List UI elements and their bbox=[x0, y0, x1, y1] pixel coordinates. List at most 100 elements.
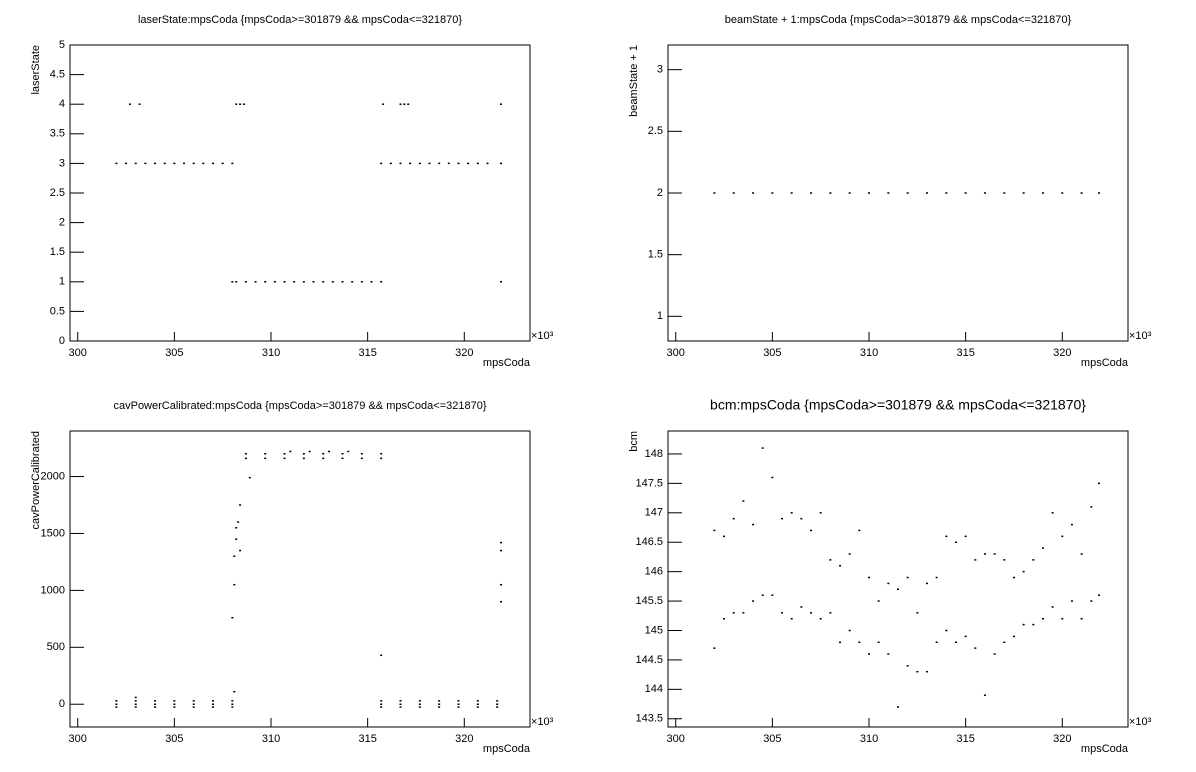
point bbox=[1003, 559, 1006, 561]
x-tick-label: 300 bbox=[69, 347, 87, 359]
point bbox=[389, 162, 392, 165]
point bbox=[289, 450, 292, 453]
y-tick-label: 146 bbox=[645, 566, 663, 578]
x-tick-label: 305 bbox=[165, 733, 183, 745]
point bbox=[231, 706, 234, 708]
point bbox=[906, 192, 909, 194]
x-tick-label: 320 bbox=[455, 347, 473, 359]
point bbox=[723, 617, 726, 620]
point bbox=[868, 653, 871, 655]
chart-title: bcm:mpsCoda {mpsCoda>=301879 && mpsCoda<… bbox=[710, 397, 1086, 413]
chart-title: cavPowerCalibrated:mpsCoda {mpsCoda>=301… bbox=[113, 400, 486, 412]
point bbox=[341, 281, 344, 283]
point bbox=[418, 700, 421, 702]
point bbox=[231, 616, 234, 619]
y-tick-label: 2.5 bbox=[50, 187, 65, 199]
y-tick-label: 3 bbox=[657, 64, 663, 76]
point bbox=[897, 706, 899, 708]
point bbox=[128, 103, 131, 105]
x-tick-label: 310 bbox=[860, 347, 878, 359]
point bbox=[1022, 570, 1025, 573]
point bbox=[351, 281, 354, 283]
point bbox=[283, 457, 286, 460]
point bbox=[993, 553, 996, 555]
plot-frame bbox=[667, 44, 1129, 342]
point bbox=[742, 612, 745, 614]
point bbox=[399, 706, 402, 708]
point bbox=[192, 706, 195, 708]
point bbox=[742, 500, 745, 502]
y-tick-label: 5 bbox=[59, 39, 65, 51]
point bbox=[380, 703, 383, 705]
point bbox=[868, 576, 871, 579]
point bbox=[312, 281, 315, 283]
point bbox=[163, 162, 166, 165]
point bbox=[244, 453, 247, 455]
point bbox=[935, 576, 938, 579]
point bbox=[829, 612, 832, 614]
point bbox=[1041, 617, 1044, 620]
point bbox=[380, 706, 383, 708]
point bbox=[935, 641, 938, 644]
x-tick-label: 310 bbox=[262, 347, 280, 359]
y-tick-label: 1 bbox=[657, 310, 663, 322]
point bbox=[173, 700, 176, 702]
point bbox=[428, 162, 431, 165]
point bbox=[1003, 192, 1006, 194]
y-tick-label: 144 bbox=[645, 683, 663, 695]
y-tick-label: 2 bbox=[657, 187, 663, 199]
point bbox=[829, 192, 832, 194]
x-tick-label: 310 bbox=[860, 733, 878, 745]
point bbox=[144, 162, 147, 165]
chart-title: beamState + 1:mpsCoda {mpsCoda>=301879 &… bbox=[725, 14, 1072, 26]
plot-pad: bcm:mpsCoda {mpsCoda>=301879 && mpsCoda<… bbox=[628, 397, 1152, 755]
point bbox=[1098, 192, 1101, 194]
point bbox=[1012, 635, 1015, 638]
point bbox=[800, 517, 803, 520]
x-axis-label: mpsCoda bbox=[1081, 357, 1129, 369]
y-tick-label: 147.5 bbox=[635, 477, 663, 489]
x-tick-label: 315 bbox=[956, 347, 974, 359]
point bbox=[887, 653, 890, 655]
plot-pad: laserState:mpsCoda {mpsCoda>=301879 && m… bbox=[30, 14, 554, 369]
point bbox=[457, 162, 460, 165]
point bbox=[500, 162, 503, 165]
point bbox=[964, 192, 967, 194]
point bbox=[897, 588, 899, 591]
y-tick-label: 143.5 bbox=[635, 713, 663, 725]
x-tick-label: 300 bbox=[667, 733, 685, 745]
point bbox=[1061, 617, 1064, 620]
point bbox=[496, 706, 499, 708]
x-tick-label: 305 bbox=[763, 347, 781, 359]
point bbox=[399, 103, 402, 105]
point bbox=[154, 703, 157, 705]
x-tick-label: 310 bbox=[262, 733, 280, 745]
point bbox=[138, 103, 141, 105]
point bbox=[237, 521, 240, 523]
plot-frame bbox=[69, 430, 531, 728]
point bbox=[457, 700, 460, 702]
point bbox=[906, 665, 909, 667]
y-tick-label: 148 bbox=[645, 448, 663, 460]
point bbox=[954, 541, 957, 543]
point bbox=[925, 192, 928, 194]
point bbox=[438, 700, 441, 702]
x-tick-label: 315 bbox=[956, 733, 974, 745]
point bbox=[221, 162, 224, 165]
point bbox=[1080, 553, 1083, 555]
point bbox=[1070, 600, 1073, 602]
point bbox=[1090, 506, 1093, 508]
point bbox=[239, 504, 242, 506]
point bbox=[476, 162, 479, 165]
point bbox=[438, 706, 441, 708]
point bbox=[212, 706, 215, 708]
point bbox=[713, 192, 716, 194]
point bbox=[906, 576, 909, 579]
plot-frame bbox=[69, 44, 531, 342]
point bbox=[713, 647, 716, 649]
point bbox=[993, 653, 996, 655]
point bbox=[887, 582, 890, 585]
point bbox=[496, 700, 499, 702]
point bbox=[418, 703, 421, 705]
point bbox=[327, 450, 330, 453]
